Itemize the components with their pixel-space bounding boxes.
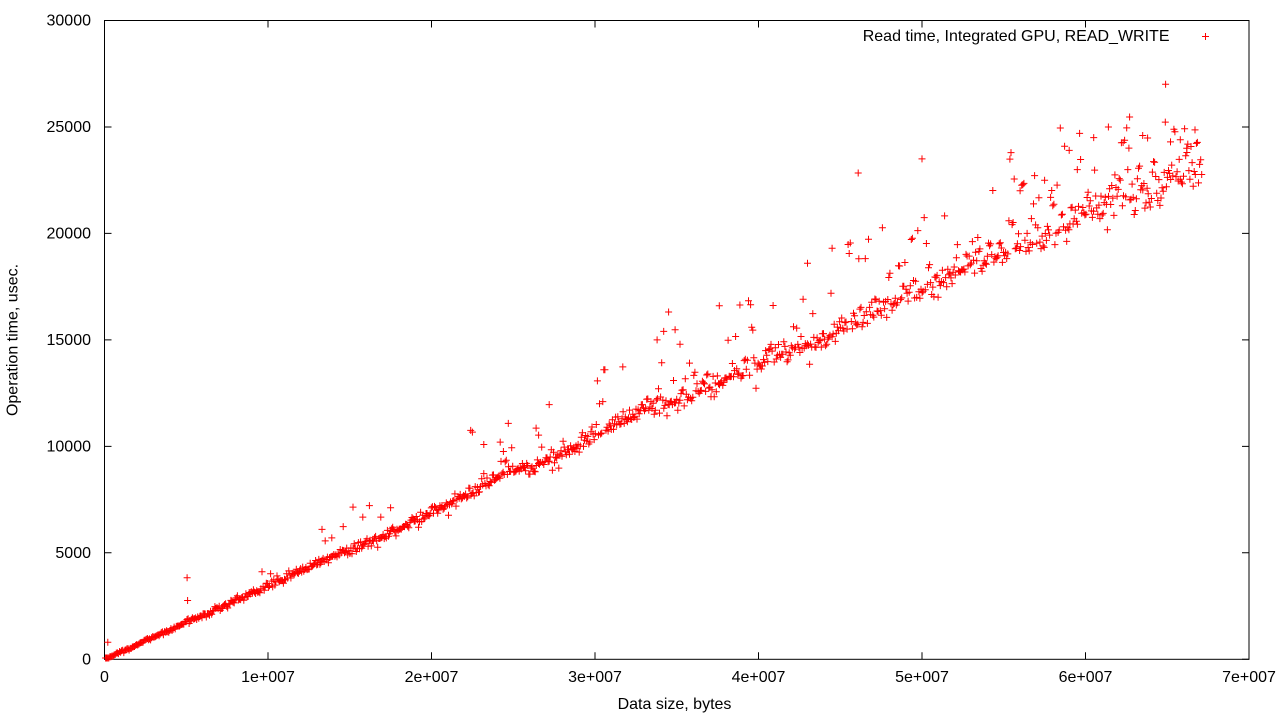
svg-text:6e+007: 6e+007	[1059, 669, 1113, 686]
svg-text:5000: 5000	[55, 545, 91, 562]
svg-text:Operation time, usec.: Operation time, usec.	[5, 264, 22, 416]
svg-text:Data size, bytes: Data size, bytes	[618, 696, 732, 713]
svg-text:2e+007: 2e+007	[405, 669, 459, 686]
svg-text:15000: 15000	[47, 332, 92, 349]
svg-text:0: 0	[82, 651, 91, 668]
svg-text:30000: 30000	[47, 13, 92, 30]
svg-text:7e+007: 7e+007	[1222, 669, 1276, 686]
svg-text:1e+007: 1e+007	[241, 669, 295, 686]
svg-text:4e+007: 4e+007	[732, 669, 786, 686]
svg-text:25000: 25000	[47, 119, 92, 136]
svg-text:10000: 10000	[47, 438, 92, 455]
svg-text:0: 0	[100, 669, 109, 686]
svg-text:3e+007: 3e+007	[568, 669, 622, 686]
svg-text:20000: 20000	[47, 225, 92, 242]
svg-text:5e+007: 5e+007	[895, 669, 949, 686]
svg-text:Read time, Integrated GPU, REA: Read time, Integrated GPU, READ_WRITE	[863, 28, 1170, 45]
